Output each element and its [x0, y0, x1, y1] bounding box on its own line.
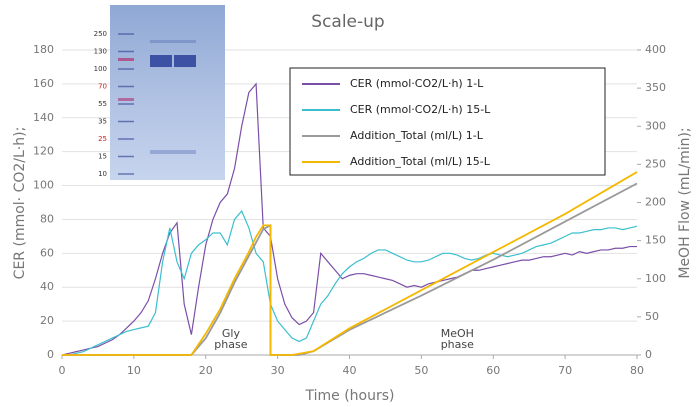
series-line	[62, 171, 638, 356]
y-tick-label: 80	[40, 212, 54, 225]
gel-marker-label: 15	[98, 153, 107, 161]
annotation: MeOH	[441, 327, 474, 340]
legend-box	[289, 67, 606, 176]
y-tick-label: 20	[40, 314, 54, 327]
gel-marker-label: 130	[94, 48, 107, 56]
y2-tick-label: 200	[645, 196, 666, 209]
y-tick-label: 140	[33, 111, 54, 124]
plot-area	[61, 49, 641, 359]
y2-tick-label: 350	[645, 81, 666, 94]
legend-label: CER (mmol·CO2/L·h) 15-L	[350, 103, 491, 116]
series-line	[62, 209, 638, 356]
y-tick-label: 100	[33, 179, 54, 192]
gel-marker-label: 55	[98, 100, 107, 108]
x-tick-label: 10	[127, 364, 141, 377]
gel-marker-label: 250	[94, 30, 107, 38]
legend-label: Addition_Total (ml/L) 1-L	[350, 129, 484, 142]
x-tick-label: 60	[486, 364, 500, 377]
legend-label: CER (mmol·CO2/L·h) 1-L	[350, 77, 484, 90]
y2-tick-label: 150	[645, 234, 666, 247]
y2-tick-label: 50	[645, 310, 659, 323]
chart-title: Scale-up	[311, 12, 384, 32]
gel-image	[110, 5, 225, 180]
series-line	[61, 82, 637, 356]
y2-tick-label: 0	[645, 348, 652, 361]
y2-tick-label: 400	[645, 43, 666, 56]
y-tick-label: 180	[33, 43, 54, 56]
gel-marker-label: 70	[98, 83, 107, 91]
x-tick-label: 80	[630, 364, 644, 377]
x-tick-label: 20	[199, 364, 213, 377]
x-tick-label: 50	[414, 364, 428, 377]
legend-label: Addition_Total (ml/L) 15-L	[350, 155, 491, 168]
x-tick-label: 70	[558, 364, 572, 377]
y-tick-label: 40	[40, 280, 54, 293]
gel-marker-label: 10	[98, 170, 107, 178]
y2-tick-label: 250	[645, 157, 666, 170]
y-axis-label: CER (mmol· CO2/L·h);	[12, 127, 28, 280]
x-tick-label: 0	[59, 364, 66, 377]
y-tick-label: 160	[33, 77, 54, 90]
x-axis-label: Time (hours)	[305, 388, 395, 404]
y-tick-label: 0	[47, 348, 54, 361]
x-tick-label: 40	[343, 364, 357, 377]
x-tick-label: 30	[271, 364, 285, 377]
y2-tick-label: 300	[645, 119, 666, 132]
y-tick-label: 120	[33, 145, 54, 158]
annotation: phase	[214, 338, 247, 351]
annotation: Gly	[222, 327, 241, 340]
gel-marker-label: 35	[98, 118, 107, 126]
y-tick-label: 60	[40, 246, 54, 259]
y2-tick-label: 100	[645, 272, 666, 285]
annotation: phase	[441, 338, 474, 351]
y2-axis-label: MeOH Flow (mL/min);	[677, 127, 693, 278]
gel-marker-label: 100	[94, 65, 107, 73]
legend: CER (mmol·CO2/L·h) 1-L CER (mmol·CO2/L·h)…	[302, 77, 491, 168]
gel-marker-label: 25	[98, 135, 107, 143]
